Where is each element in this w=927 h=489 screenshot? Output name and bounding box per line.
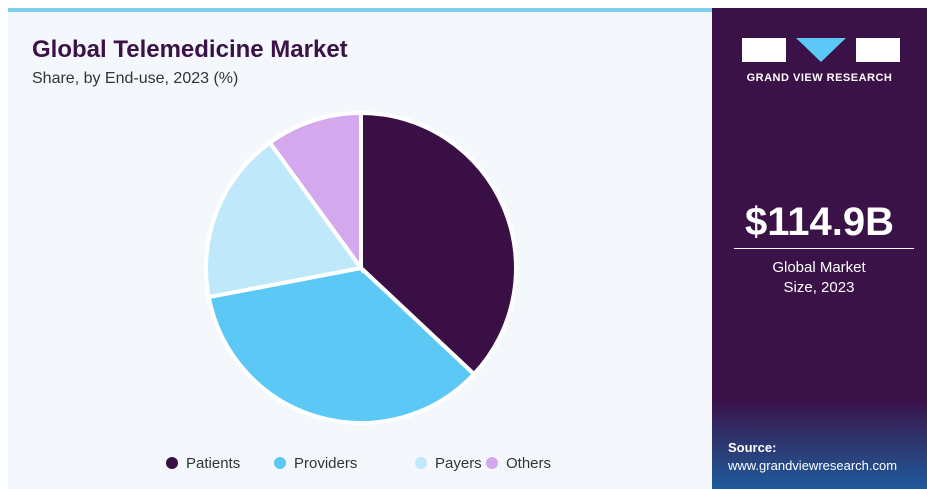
legend-swatch [274,457,286,469]
chart: Patients Providers Payers Others [166,110,551,472]
divider [734,248,914,249]
logo-block [742,38,786,62]
chart-subtitle: Share, by End-use, 2023 (%) [32,70,239,87]
legend-label: Providers [294,455,357,472]
legend-swatch [486,457,498,469]
legend-swatch [415,457,427,469]
legend-label: Payers [435,455,482,472]
market-size: $114.9B [744,200,895,244]
chart-title: Global Telemedicine Market [32,36,348,63]
brand: GRAND VIEW RESEARCH [746,72,893,84]
pie-slice [204,139,365,300]
logo [742,38,900,62]
footer-image [712,400,927,489]
pie-slice [206,265,477,425]
market-size-label: Global Market Size, 2023 [772,259,866,296]
source-url: www.grandviewresearch.com [728,458,898,473]
source-label: Source: [728,440,777,455]
sidebar: GRAND VIEW RESEARCH $114.9B Global Marke… [712,8,927,489]
legend-label: Patients [186,455,240,472]
legend-swatch [166,457,178,469]
logo-block [796,38,846,62]
pie-slice [359,110,518,377]
pie-slice [267,110,363,275]
logo-block [856,38,900,62]
legend-label: Others [506,455,551,472]
